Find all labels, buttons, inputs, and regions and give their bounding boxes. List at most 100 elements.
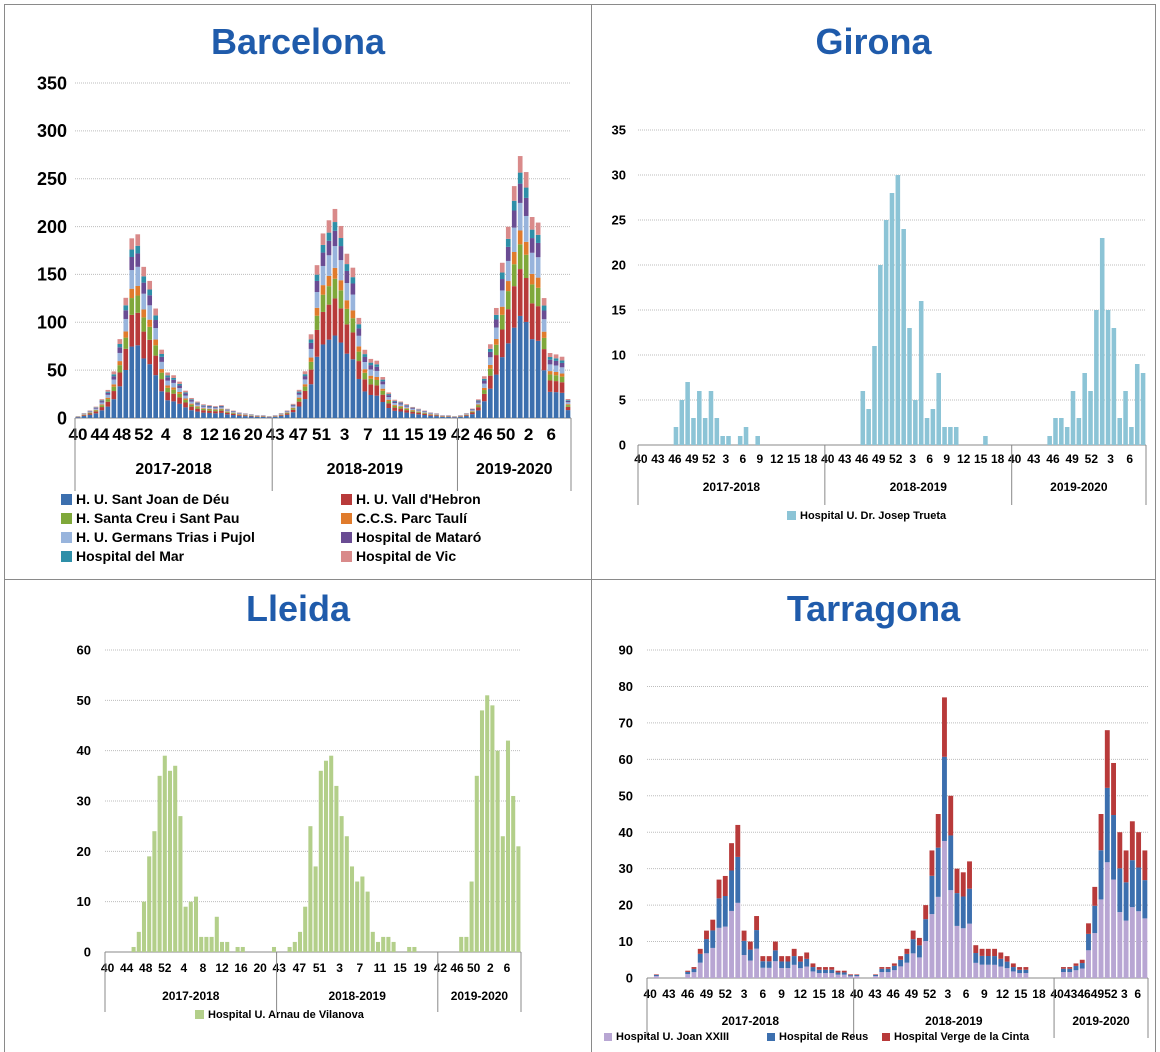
x-tick-label: 49: [685, 452, 699, 466]
bar-segment: [201, 404, 206, 406]
bar-segment: [482, 390, 487, 394]
bar-segment: [302, 371, 308, 375]
bar-segment: [380, 381, 386, 385]
bar-segment: [1086, 950, 1091, 978]
x-tick-label: 52: [889, 452, 903, 466]
bar-segment: [704, 953, 709, 978]
bar-segment: [458, 416, 463, 418]
bar-segment: [517, 202, 523, 231]
x-tick-label: 48: [112, 425, 131, 444]
bar: [308, 826, 313, 952]
bar-segment: [201, 406, 206, 409]
bar: [889, 193, 895, 445]
x-tick-label: 40: [1051, 987, 1065, 1001]
bar-segment: [195, 411, 200, 418]
bar: [1088, 391, 1093, 445]
bar-segment: [296, 399, 302, 402]
bar-segment: [735, 856, 741, 903]
bar-segment: [380, 384, 386, 389]
x-tick-label: 12: [957, 452, 971, 466]
bar-segment: [416, 412, 421, 415]
bar-segment: [985, 964, 991, 978]
x-tick-label: 46: [887, 987, 901, 1001]
bar-segment: [929, 875, 935, 915]
y-tick-label: 40: [619, 825, 633, 840]
bar-segment: [231, 413, 236, 416]
bar-segment: [854, 976, 860, 978]
bar-segment: [529, 238, 535, 253]
bar-segment: [314, 292, 320, 308]
x-tick-label: 15: [813, 987, 827, 1001]
bar-segment: [559, 376, 565, 383]
x-tick-label: 19: [428, 425, 447, 444]
bar: [1105, 310, 1111, 445]
x-tick-label: 44: [90, 425, 109, 444]
bar-segment: [954, 868, 960, 894]
bar-segment: [523, 215, 529, 242]
bar: [1117, 418, 1122, 445]
panel-tarragona: Tarragona 0 10 20 30 40 50 60 70 80 90 40 43 46 49 52 3…: [592, 580, 1155, 1052]
bar: [329, 755, 334, 952]
bar-segment: [653, 974, 659, 976]
bar-segment: [697, 953, 703, 963]
bar-segment: [482, 387, 487, 391]
bar-segment: [374, 385, 380, 396]
bar-segment: [123, 310, 129, 319]
bar-segment: [985, 948, 991, 956]
bar-segment: [195, 402, 200, 404]
bar-segment: [541, 298, 547, 306]
bar-segment: [93, 406, 99, 408]
bar-segment: [153, 339, 158, 346]
bar-segment: [380, 390, 386, 395]
bar-segment: [213, 408, 218, 410]
bar-segment: [189, 400, 194, 402]
bar-segment: [135, 285, 141, 296]
legend-swatch: [341, 532, 352, 543]
bar-segment: [873, 976, 879, 978]
bar-segment: [129, 346, 135, 418]
bar-segment: [935, 814, 941, 848]
bar-segment: [754, 916, 760, 931]
bar-segment: [177, 383, 182, 386]
x-tick-label: 12: [200, 425, 219, 444]
bar: [1064, 427, 1070, 445]
legend-swatch: [61, 532, 72, 543]
bar: [147, 856, 152, 952]
bar-segment: [1023, 973, 1029, 978]
bar-segment: [135, 295, 141, 313]
bar-segment: [308, 342, 314, 349]
bar-segment: [1010, 971, 1016, 978]
bar-segment: [523, 321, 529, 418]
season-label: 2017-2018: [162, 989, 220, 1003]
bar-segment: [308, 334, 314, 340]
y-tick-label: 20: [612, 258, 626, 273]
bar-segment: [368, 369, 374, 376]
bar-segment: [493, 314, 499, 320]
bar: [691, 418, 696, 445]
bar-segment: [201, 408, 206, 411]
bar-segment: [829, 969, 835, 974]
grid-border-right: [1155, 4, 1156, 1052]
panel-title: Tarragona: [786, 588, 961, 629]
bar: [459, 936, 464, 952]
bar-segment: [129, 249, 135, 257]
bar: [913, 400, 918, 445]
bar-segment: [135, 245, 141, 254]
bar-segment: [1111, 815, 1116, 880]
bar-segment: [392, 410, 398, 418]
bar: [755, 436, 760, 445]
bar-segment: [93, 410, 99, 412]
bar-segment: [816, 969, 822, 974]
bar-segment: [929, 914, 935, 978]
bar-segment: [505, 291, 511, 310]
bar-segment: [302, 386, 308, 391]
y-tick-label: 350: [37, 73, 67, 93]
bar-segment: [123, 305, 129, 311]
bar-segment: [123, 337, 129, 349]
bar: [370, 931, 375, 952]
bar-segment: [735, 824, 741, 857]
bar-segment: [159, 349, 164, 354]
bar-segment: [290, 405, 296, 407]
bar-segment: [147, 280, 153, 290]
bar: [479, 710, 485, 952]
